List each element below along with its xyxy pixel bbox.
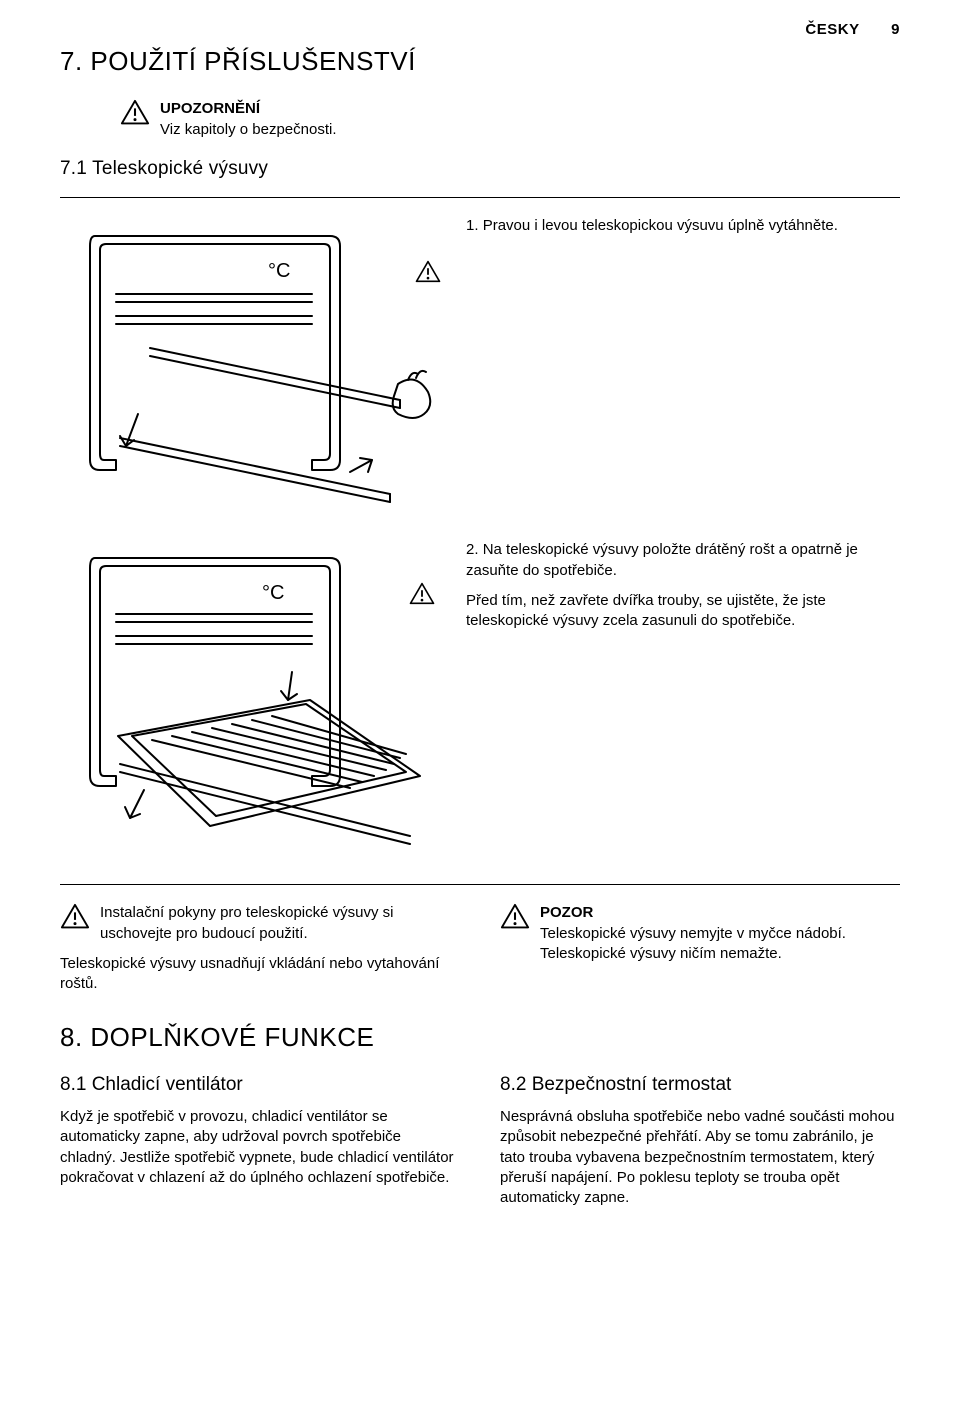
header-page-number: 9 — [864, 20, 900, 40]
warning-icon — [60, 903, 90, 929]
step-1: °C — [60, 216, 900, 516]
section-7-title: 7. POUŽITÍ PŘÍSLUŠENSTVÍ — [60, 44, 900, 79]
note-left-text: Instalační pokyny pro teleskopické výsuv… — [100, 903, 460, 944]
step-2-figure: °C — [60, 540, 440, 860]
section-7-notes: Instalační pokyny pro teleskopické výsuv… — [60, 903, 900, 994]
subsection-8-2-title: 8.2 Bezpečnostní termostat — [500, 1072, 900, 1098]
hot-surface-caution: °C — [238, 258, 290, 285]
step-1-body: Pravou i levou teleskopickou výsuvu úpln… — [483, 217, 838, 234]
caution-degrees: °C — [262, 580, 284, 607]
step-2: °C — [60, 540, 900, 860]
rule — [60, 884, 900, 885]
step-1-number: 1. — [466, 217, 479, 234]
caution-body: Teleskopické výsuvy nemyjte v myčce nádo… — [540, 924, 900, 965]
caution-title: POZOR — [540, 903, 900, 923]
page-header: ČESKY 9 — [60, 20, 900, 40]
subsection-8-1-title: 8.1 Chladicí ventilátor — [60, 1072, 460, 1098]
step-1-text: 1. Pravou i levou teleskopickou výsuvu ú… — [466, 216, 900, 236]
body-8-1: Když je spotřebič v provozu, chladicí ve… — [60, 1107, 460, 1188]
step-1-figure: °C — [60, 216, 440, 516]
body-8-2: Nesprávná obsluha spotřebiče nebo vadné … — [500, 1107, 900, 1208]
warning-icon — [500, 903, 530, 929]
note-keep-instructions: Instalační pokyny pro teleskopické výsuv… — [60, 903, 460, 944]
rule — [60, 197, 900, 198]
caution-degrees: °C — [268, 258, 290, 285]
warning-icon — [232, 582, 258, 605]
warning-block: UPOZORNĚNÍ Viz kapitoly o bezpečnosti. — [120, 99, 900, 140]
note-left-para2: Teleskopické výsuvy usnadňují vkládání n… — [60, 954, 460, 995]
warning-icon — [120, 99, 150, 125]
step-2-number: 2. — [466, 541, 479, 558]
header-lang: ČESKY — [805, 21, 859, 38]
subsection-7-1-title: 7.1 Teleskopické výsuvy — [60, 156, 900, 182]
warning-title: UPOZORNĚNÍ — [160, 99, 337, 119]
section-8: 8. DOPLŇKOVÉ FUNKCE 8.1 Chladicí ventilá… — [60, 1020, 900, 1208]
step-2-body: Na teleskopické výsuvy položte drátěný r… — [466, 541, 858, 578]
hot-surface-caution: °C — [232, 580, 284, 607]
warning-body: Viz kapitoly o bezpečnosti. — [160, 120, 337, 140]
caution-block: POZOR Teleskopické výsuvy nemyjte v myčc… — [500, 903, 900, 964]
warning-icon — [238, 260, 264, 283]
section-8-title: 8. DOPLŇKOVÉ FUNKCE — [60, 1020, 900, 1055]
